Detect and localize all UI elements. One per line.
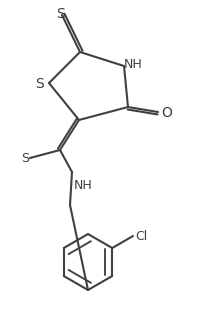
Text: S: S <box>21 152 29 165</box>
Text: O: O <box>161 106 171 120</box>
Text: NH: NH <box>73 179 92 192</box>
Text: NH: NH <box>123 59 142 72</box>
Text: S: S <box>56 7 65 21</box>
Text: S: S <box>35 77 44 91</box>
Text: Cl: Cl <box>134 230 146 243</box>
